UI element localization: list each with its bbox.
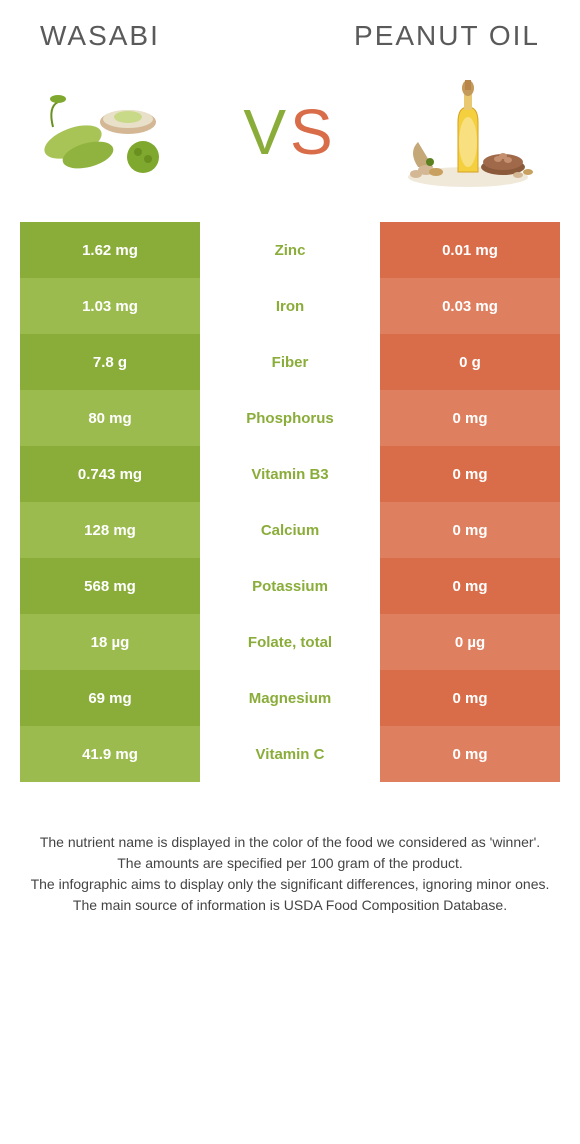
comparison-table: 1.62 mg Zinc 0.01 mg 1.03 mg Iron 0.03 m…: [20, 222, 560, 782]
vs-s-letter: S: [290, 96, 337, 168]
left-value: 0.743 mg: [20, 446, 200, 502]
peanut-oil-image: [385, 72, 550, 192]
header: Wasabi Peanut Oil: [0, 0, 580, 62]
right-value: 0 mg: [380, 390, 560, 446]
table-row: 80 mg Phosphorus 0 mg: [20, 390, 560, 446]
left-value: 7.8 g: [20, 334, 200, 390]
left-value: 128 mg: [20, 502, 200, 558]
table-row: 18 µg Folate, total 0 µg: [20, 614, 560, 670]
footer-line: The nutrient name is displayed in the co…: [30, 832, 550, 853]
right-value: 0 g: [380, 334, 560, 390]
right-value: 0 mg: [380, 670, 560, 726]
left-value: 69 mg: [20, 670, 200, 726]
table-row: 1.62 mg Zinc 0.01 mg: [20, 222, 560, 278]
right-value: 0 mg: [380, 446, 560, 502]
footer-notes: The nutrient name is displayed in the co…: [0, 792, 580, 936]
nutrient-label: Vitamin B3: [200, 446, 380, 502]
table-row: 69 mg Magnesium 0 mg: [20, 670, 560, 726]
footer-line: The main source of information is USDA F…: [30, 895, 550, 916]
left-value: 18 µg: [20, 614, 200, 670]
right-title: Peanut Oil: [354, 20, 540, 52]
nutrient-label: Calcium: [200, 502, 380, 558]
right-value: 0 µg: [380, 614, 560, 670]
peanut-oil-icon: [388, 72, 548, 192]
left-value: 568 mg: [20, 558, 200, 614]
vs-row: VS: [0, 62, 580, 212]
table-row: 41.9 mg Vitamin C 0 mg: [20, 726, 560, 782]
nutrient-label: Folate, total: [200, 614, 380, 670]
table-row: 568 mg Potassium 0 mg: [20, 558, 560, 614]
nutrient-label: Vitamin C: [200, 726, 380, 782]
left-value: 41.9 mg: [20, 726, 200, 782]
table-row: 7.8 g Fiber 0 g: [20, 334, 560, 390]
left-value: 1.62 mg: [20, 222, 200, 278]
right-value: 0 mg: [380, 558, 560, 614]
left-title: Wasabi: [40, 20, 160, 52]
nutrient-label: Potassium: [200, 558, 380, 614]
nutrient-label: Phosphorus: [200, 390, 380, 446]
nutrient-label: Zinc: [200, 222, 380, 278]
right-value: 0 mg: [380, 502, 560, 558]
left-value: 80 mg: [20, 390, 200, 446]
right-value: 0 mg: [380, 726, 560, 782]
left-value: 1.03 mg: [20, 278, 200, 334]
wasabi-icon: [33, 77, 193, 187]
vs-v-letter: V: [243, 96, 290, 168]
table-row: 1.03 mg Iron 0.03 mg: [20, 278, 560, 334]
footer-line: The infographic aims to display only the…: [30, 874, 550, 895]
right-value: 0.03 mg: [380, 278, 560, 334]
nutrient-label: Fiber: [200, 334, 380, 390]
wasabi-image: [30, 72, 195, 192]
nutrient-label: Magnesium: [200, 670, 380, 726]
table-row: 0.743 mg Vitamin B3 0 mg: [20, 446, 560, 502]
vs-label: VS: [243, 95, 336, 169]
infographic-container: { "header": { "left_title": "Wasabi", "r…: [0, 0, 580, 936]
right-value: 0.01 mg: [380, 222, 560, 278]
table-row: 128 mg Calcium 0 mg: [20, 502, 560, 558]
nutrient-label: Iron: [200, 278, 380, 334]
footer-line: The amounts are specified per 100 gram o…: [30, 853, 550, 874]
